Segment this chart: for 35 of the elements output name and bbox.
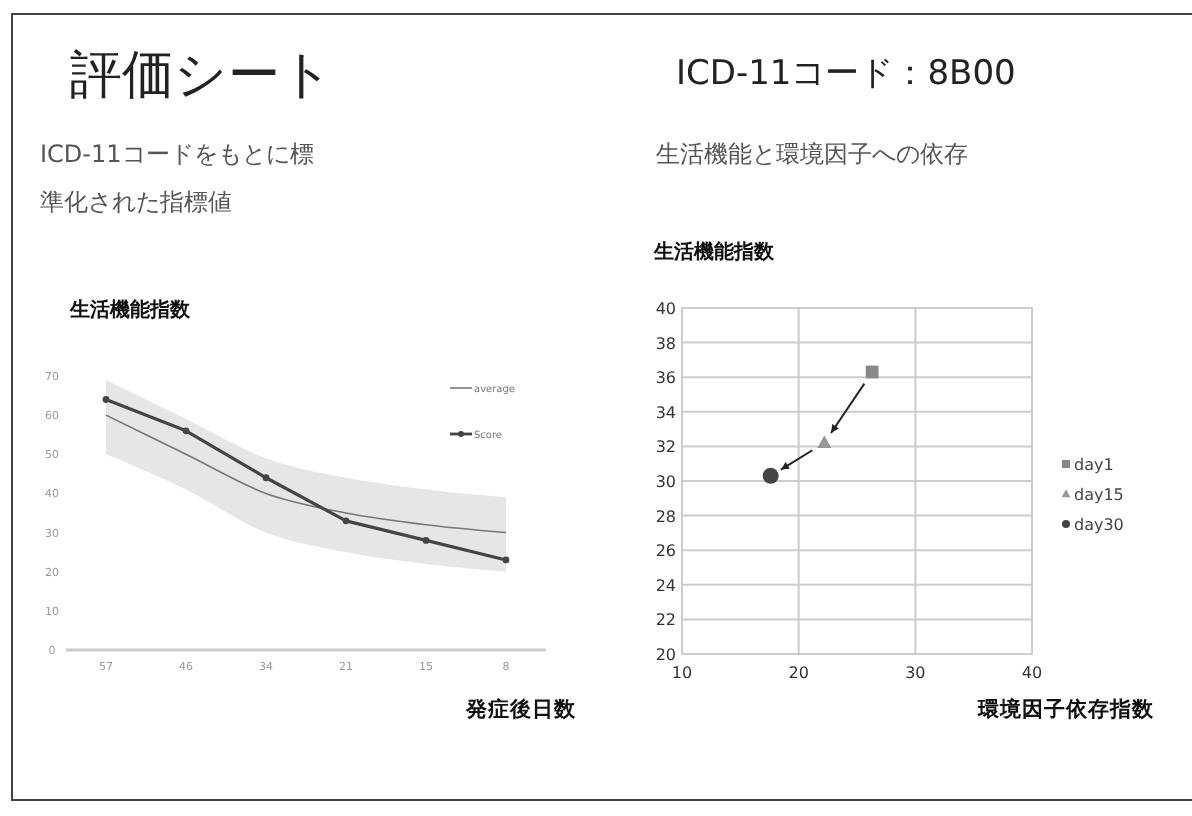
y-axis-title: 生活機能指数: [68, 298, 192, 322]
x-tick-label: 20: [788, 664, 809, 682]
chart-title: 評価シート: [70, 46, 334, 106]
y-tick-label: 30: [655, 473, 676, 491]
point: [817, 435, 832, 449]
x-axis-title: 発症後日数: [464, 696, 578, 722]
legend-label: day30: [1074, 516, 1124, 534]
y-tick-label: 24: [655, 576, 676, 595]
x-tick-label: 40: [1021, 664, 1043, 682]
y-tick-label: 34: [655, 403, 676, 422]
line-series: [105, 414, 507, 534]
y-axis-title: 生活機能指数: [652, 240, 776, 264]
y-tick-label: 32: [655, 438, 676, 457]
y-tick-label: 36: [655, 369, 676, 388]
point: [342, 517, 350, 525]
y-tick-label: 38: [655, 334, 676, 353]
point: [502, 556, 510, 564]
y-tick-label: 26: [655, 542, 676, 561]
chart-title: ICD-11コード：8B00: [676, 54, 1016, 94]
point: [865, 365, 879, 379]
chart-subtitle: 生活機能と環境因子への依存: [656, 140, 968, 168]
point: [102, 396, 110, 403]
y-tick-label: 40: [655, 300, 676, 318]
y-tick-label: 22: [655, 611, 676, 630]
x-axis-title: 環境因子依存指数: [976, 696, 1156, 722]
x-tick-label: 10: [671, 664, 693, 682]
legend-label: day1: [1074, 456, 1114, 474]
point: [182, 427, 190, 435]
y-tick-label: 28: [655, 507, 676, 526]
legend-label: day15: [1074, 486, 1124, 504]
point: [262, 474, 270, 482]
point: [762, 467, 779, 484]
chart-subtitle: ICD-11コードをもとに標準化された指標値: [40, 140, 314, 216]
point: [422, 537, 430, 544]
x-tick-label: 30: [905, 664, 926, 682]
